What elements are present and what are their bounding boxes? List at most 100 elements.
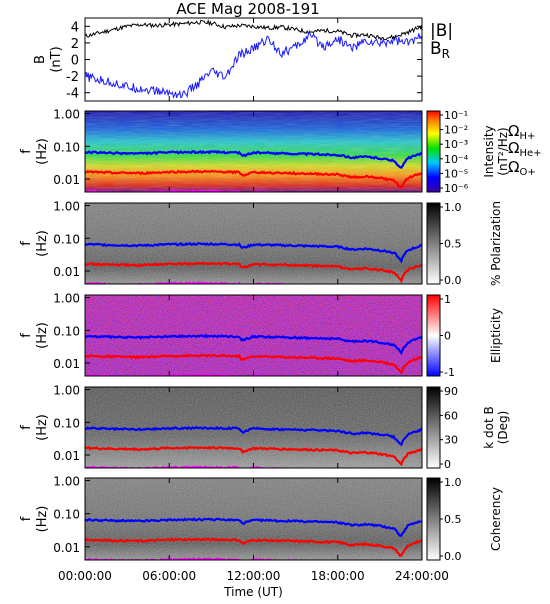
legend-gyro-symbol: Ω: [508, 158, 519, 176]
freq-tick-label: 0.10: [53, 232, 80, 246]
freq-tick-label: 0.01: [53, 541, 80, 555]
freq-yunit: (Hz): [35, 322, 50, 349]
b-tick-label: -4: [66, 87, 79, 102]
colorbar-tick-label: 1: [444, 293, 451, 306]
x-tick-label: 00:00:00: [58, 569, 112, 583]
gyro-H-line: [85, 425, 422, 447]
freq-tick-label: 0.10: [53, 140, 80, 154]
colorbar-label-group: Coherency: [489, 487, 503, 551]
b-yunit: (nT): [49, 46, 64, 72]
colorbar-unit: (nT²/Hz): [496, 127, 510, 175]
colorbar-tick-label: 90: [444, 385, 458, 398]
colorbar-label-group: k dot B (Deg): [482, 406, 510, 448]
colorbar-tick-label: 10⁻⁵: [444, 167, 468, 180]
b-tick-label: 0: [71, 54, 79, 69]
colorbar-ellipticity: [426, 294, 441, 377]
x-axis-label: Time (UT): [223, 585, 283, 599]
colorbar-tick-label: 0.5: [444, 513, 462, 526]
legend-gyro-symbol: Ω: [508, 139, 519, 157]
legend-gyro-sub: He+: [519, 148, 541, 159]
freq-ylabel: f: [19, 333, 34, 338]
b-magnitude-line: [84, 19, 423, 42]
colorbar-label-group: Intensity (nT²/Hz): [482, 125, 510, 177]
colorbar-label: k dot B: [482, 406, 496, 448]
legend-gyro-H: ΩH+: [508, 122, 535, 142]
colorbar-tick-label: 60: [444, 409, 458, 422]
freq-ylabel: f: [19, 516, 34, 521]
freq-ylabel: f: [19, 425, 34, 430]
colorbar-tick-label: 1.0: [444, 476, 462, 489]
freq-yunit: (Hz): [35, 414, 50, 441]
colorbar-label: Intensity: [482, 125, 496, 177]
x-tick-label: 24:00:00: [395, 569, 449, 583]
b-radial-line: [84, 29, 423, 99]
spectrogram-intensity: [85, 111, 422, 192]
freq-tick-label: 1.00: [53, 292, 80, 306]
colorbar-tick-label: 0.0: [444, 550, 462, 563]
colorbar-tick-label: 0.5: [444, 238, 462, 251]
freq-yunit: (Hz): [35, 506, 50, 533]
freq-yunit: (Hz): [35, 230, 50, 257]
b-panel-frame: [84, 17, 423, 102]
panel-coherency: 1.00 0.10 0.01 f (Hz) 1.0 0.5 0.0 Coherency: [19, 475, 503, 563]
b-tick-label: -2: [66, 70, 79, 85]
colorbar-tick-label: 0: [444, 458, 451, 471]
colorbar-tick-label: 10⁻¹: [444, 109, 468, 122]
freq-tick-label: 0.01: [53, 173, 80, 187]
freq-ylabel: f: [19, 241, 34, 246]
freq-tick-label: 1.00: [53, 200, 80, 214]
freq-yunit: (Hz): [35, 138, 50, 165]
freq-ylabel-group: f (Hz): [19, 322, 50, 349]
chart-title: ACE Mag 2008-191: [176, 0, 319, 18]
freq-tick-label: 0.01: [53, 449, 80, 463]
gyro-He-line: [85, 445, 422, 467]
b-ylabel: B: [33, 55, 48, 64]
legend-gyro-sub: H+: [519, 131, 535, 142]
b-tick-label: 2: [71, 37, 79, 52]
spectrogram-polarization: [85, 203, 422, 284]
colorbar-tick-label: 30: [444, 434, 458, 447]
legend-br-main: B: [430, 39, 442, 59]
panel-polarization: 1.00 0.10 0.01 f (Hz) 1.0 0.5 0.0 % Polarization: [19, 200, 503, 287]
freq-tick-label: 0.01: [53, 357, 80, 371]
freq-tick-label: 1.00: [53, 475, 80, 489]
spectrogram-kdotb: [85, 387, 422, 468]
x-tick-label: 12:00:00: [227, 569, 281, 583]
x-tick-label: 18:00:00: [311, 569, 365, 583]
legend-gyro-He: ΩHe+: [508, 139, 542, 159]
freq-tick-label: 1.00: [53, 108, 80, 122]
gyro-He-line: [85, 353, 422, 375]
colorbar-tick-label: 10⁻⁴: [444, 153, 469, 166]
gyro-H-line: [85, 333, 422, 355]
legend-br: BR: [430, 39, 450, 61]
freq-ylabel-group: f (Hz): [19, 414, 50, 441]
colorbar-tick-label: 0: [444, 330, 451, 343]
freq-tick-label: 0.10: [53, 508, 80, 522]
freq-tick-label: 0.10: [53, 324, 80, 338]
legend-b: |B|: [430, 21, 453, 41]
colorbar-label: % Polarization: [489, 201, 503, 286]
colorbar-kdotb: [426, 386, 441, 469]
gyro-He-line: [85, 261, 422, 284]
colorbar-unit: (Deg): [496, 411, 510, 445]
colorbar-tick-label: 10⁻²: [444, 124, 468, 137]
legend-gyro-O: ΩO+: [508, 158, 536, 178]
legend-br-sub: R: [442, 47, 450, 61]
freq-tick-label: 0.01: [53, 265, 80, 279]
x-tick-label: 06:00:00: [142, 569, 196, 583]
colorbar-tick-label: 10⁻³: [444, 138, 468, 151]
colorbar-tick-label: 1.0: [444, 201, 462, 214]
gyro-H-line: [85, 149, 422, 170]
spectrogram-coherency: [85, 478, 422, 560]
legend-gyro-symbol: Ω: [508, 122, 519, 140]
colorbar-label: Coherency: [489, 487, 503, 551]
colorbar-polarization: [426, 202, 441, 285]
spectrogram-ellipticity: [85, 295, 422, 376]
colorbar-label-group: Ellipticity: [489, 308, 503, 363]
freq-tick-label: 1.00: [53, 384, 80, 398]
colorbar-tick-label: 0.0: [444, 274, 462, 287]
